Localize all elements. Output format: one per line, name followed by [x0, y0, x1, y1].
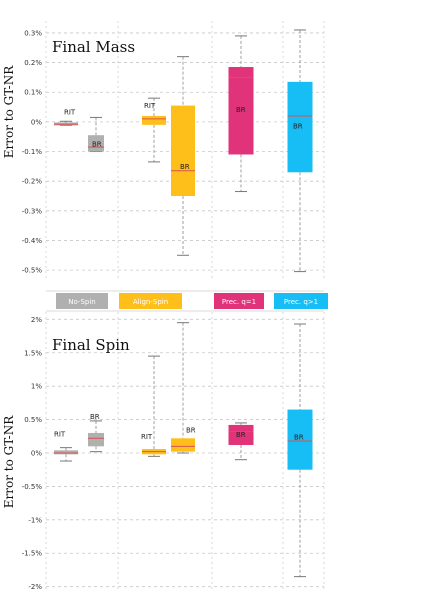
panel-title: Final Mass — [52, 38, 135, 56]
y-tick-label: 0.3% — [24, 29, 42, 37]
legend-swatch-align-spin — [119, 293, 182, 309]
y-tick-label: -1.5% — [22, 550, 43, 558]
legend-label: Prec. q=1 — [222, 298, 256, 306]
y-tick-label: -2% — [28, 583, 42, 591]
box-label: BR — [236, 106, 246, 114]
y-axis-label-final-spin: Error to GT-NR — [2, 415, 16, 508]
legend-swatch-no-spin — [56, 293, 108, 309]
y-tick-label: 0.5% — [24, 416, 42, 424]
y-tick-label: -0.5% — [22, 267, 43, 275]
y-tick-label: 0% — [31, 118, 42, 126]
y-tick-label: -0.2% — [22, 178, 43, 186]
box-label: BR — [180, 163, 190, 171]
box-align-spin-br — [171, 105, 195, 196]
y-tick-label: 1% — [31, 383, 42, 391]
y-tick-label: 1.5% — [24, 349, 42, 357]
y-tick-label: -0.4% — [22, 237, 43, 245]
y-tick-label: -1% — [28, 516, 42, 524]
legend: No-Spin Align-Spin Prec. q=1 Prec. q>1 — [46, 290, 328, 312]
box-no-spin-br — [88, 432, 104, 447]
box-no-spin-rit — [54, 450, 78, 455]
panel-title: Final Spin — [52, 336, 130, 354]
legend-swatch-prec-q-1 — [274, 293, 328, 309]
y-tick-label: -0.5% — [22, 483, 43, 491]
box-prec-q-1-br — [228, 67, 254, 155]
box-label: RIT — [141, 433, 153, 441]
box-align-spin-rit — [142, 115, 166, 125]
y-tick-label: 0.2% — [24, 59, 42, 67]
box-label: RIT — [144, 102, 156, 110]
box-align-spin-br — [171, 438, 195, 452]
legend-swatch-prec-q-1 — [214, 293, 264, 309]
box-label: BR — [236, 431, 246, 439]
final-spin-panel: 2% 1.5% 1% 0.5% 0% -0.5% -1% -1.5% -2% Final Spin… — [22, 312, 325, 591]
box-label: BR — [293, 122, 303, 130]
legend-label: No-Spin — [68, 298, 95, 306]
legend-label: Align-Spin — [133, 298, 168, 306]
box-label: BR — [90, 413, 100, 421]
box-label: BR — [186, 426, 196, 434]
box-prec-q-1-br — [228, 424, 254, 445]
box-prec-q-1-br — [287, 409, 313, 470]
y-tick-label: 0% — [31, 450, 42, 458]
box-label: RIT — [54, 430, 66, 438]
box-label: BR — [92, 140, 102, 148]
legend-label: Prec. q>1 — [284, 298, 318, 306]
box-label: RIT — [64, 108, 76, 116]
y-tick-label: 0.1% — [24, 89, 42, 97]
final-mass-panel: 0.3% 0.2% 0.1% 0% -0.1% -0.2% -0.3% -0.4% -0.5% F… — [22, 21, 325, 281]
y-tick-label: 2% — [31, 316, 42, 324]
box-label: BR — [294, 434, 304, 442]
y-tick-label: -0.1% — [22, 148, 43, 156]
y-tick-label: -0.3% — [22, 207, 43, 215]
box-prec-q-1-br — [287, 81, 313, 173]
y-axis-label-final-mass: Error to GT-NR — [2, 65, 16, 158]
